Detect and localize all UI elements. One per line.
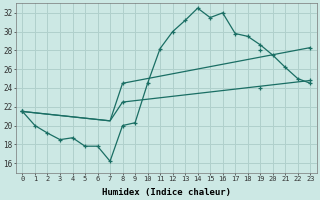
X-axis label: Humidex (Indice chaleur): Humidex (Indice chaleur) xyxy=(102,188,231,197)
